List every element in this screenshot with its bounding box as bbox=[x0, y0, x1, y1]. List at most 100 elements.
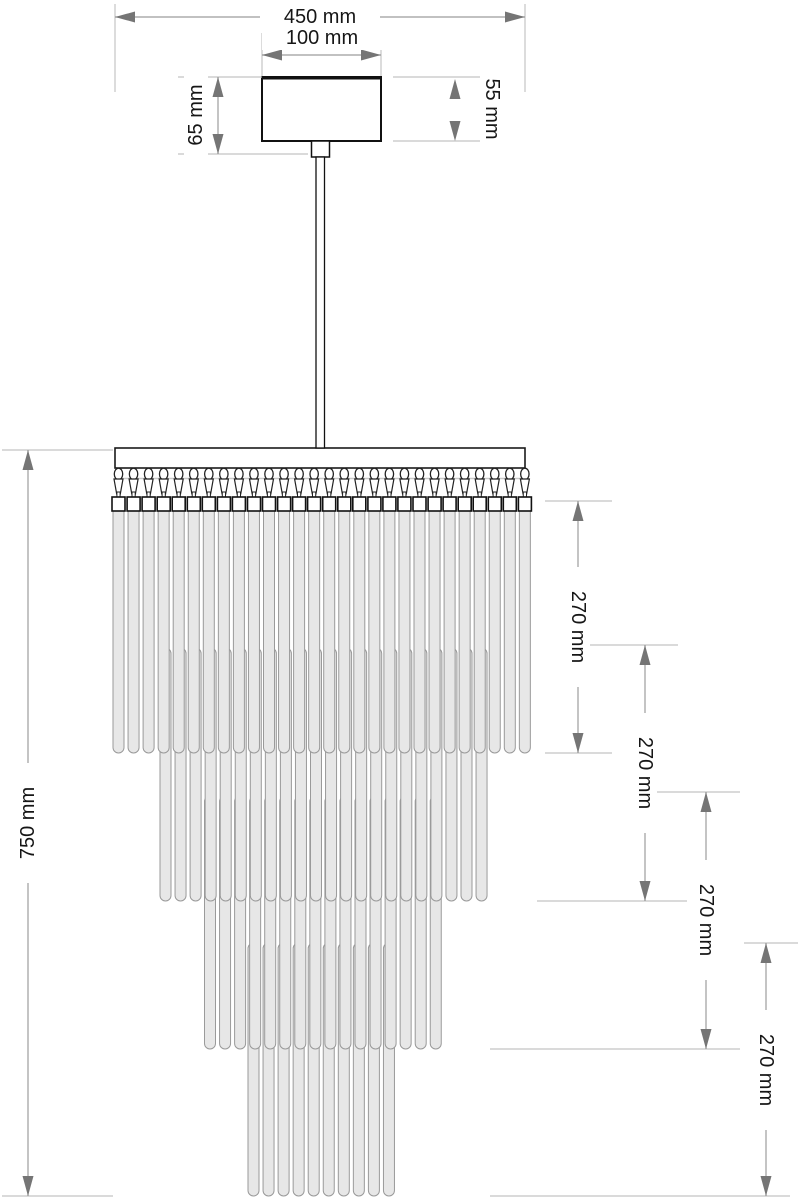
dim-tier-3-label: 270 mm bbox=[694, 860, 718, 980]
hanger-loop-icon bbox=[339, 467, 350, 481]
hanger-loop-icon bbox=[173, 467, 184, 481]
hanger-loop-icon bbox=[429, 467, 440, 481]
arrow-right-icon bbox=[505, 11, 525, 23]
rod-cap bbox=[412, 496, 427, 512]
glass-rod bbox=[473, 503, 486, 754]
hanger-loop-icon bbox=[399, 467, 410, 481]
rod-hanger bbox=[291, 467, 307, 512]
hanger-row bbox=[111, 467, 533, 512]
hanger-loop-icon bbox=[188, 467, 199, 481]
glass-rod bbox=[503, 503, 516, 754]
rod-cap bbox=[261, 496, 277, 512]
rod-hanger bbox=[442, 467, 457, 512]
glass-rod bbox=[232, 503, 245, 754]
arrow-up-icon bbox=[572, 501, 584, 521]
dim-hanging-height-label: 750 mm bbox=[16, 763, 40, 883]
rod-cap bbox=[186, 496, 202, 512]
rod-hanger bbox=[126, 467, 141, 512]
rod-hanger bbox=[216, 467, 232, 512]
rod-hanger bbox=[231, 467, 247, 512]
ceiling-canopy bbox=[261, 76, 382, 142]
rod-cap bbox=[201, 496, 217, 512]
rod-cap bbox=[291, 496, 307, 512]
dim-canopy-height-label: 55 mm bbox=[480, 49, 504, 169]
dim-canopy-with-stem-height-label: 65 mm bbox=[184, 55, 208, 175]
hanger-loop-icon bbox=[128, 467, 139, 481]
glass-rod bbox=[263, 503, 275, 754]
arrow-up-icon bbox=[760, 943, 772, 963]
glass-rod bbox=[157, 503, 170, 754]
arrow-up-icon bbox=[212, 77, 224, 97]
dim-tier-4-label: 270 mm bbox=[754, 1010, 778, 1130]
arrow-down-icon bbox=[639, 881, 651, 901]
rod-cap bbox=[141, 496, 156, 512]
rod-cap bbox=[457, 496, 473, 512]
glass-rod bbox=[323, 503, 336, 754]
rod-cap bbox=[367, 496, 382, 512]
dim-canopy-width-label: 100 mm bbox=[262, 26, 382, 50]
arrow-left-icon bbox=[115, 11, 135, 23]
hanger-loop-icon bbox=[474, 467, 485, 481]
arrow-up-icon bbox=[22, 450, 34, 470]
glass-rod bbox=[217, 503, 230, 754]
glass-rod bbox=[338, 503, 351, 754]
hanger-loop-icon bbox=[519, 467, 530, 481]
rod-cap bbox=[246, 496, 262, 512]
rod-hanger bbox=[351, 467, 367, 512]
glass-rod bbox=[293, 503, 306, 754]
hanger-loop-icon bbox=[504, 467, 515, 481]
hanger-loop-icon bbox=[369, 467, 380, 481]
arrow-down-icon bbox=[700, 1029, 712, 1049]
rod-cap bbox=[171, 496, 186, 512]
rod-hanger bbox=[457, 467, 473, 512]
glass-rod bbox=[428, 503, 441, 754]
hanger-loop-icon bbox=[324, 467, 335, 481]
hanger-loop-icon bbox=[489, 467, 500, 481]
hanger-loop-icon bbox=[414, 467, 425, 481]
glass-rod bbox=[413, 503, 426, 754]
rod-hanger bbox=[427, 467, 442, 512]
rod-cap bbox=[382, 496, 397, 512]
glass-rod bbox=[488, 503, 501, 754]
glass-rod bbox=[278, 503, 291, 754]
glass-rod bbox=[458, 503, 471, 754]
stem-connector bbox=[310, 140, 331, 158]
hanger-loop-icon bbox=[203, 467, 214, 481]
rod-hanger bbox=[321, 467, 337, 512]
arrow-down-icon bbox=[22, 1176, 34, 1196]
glass-rod bbox=[383, 503, 396, 754]
rod-hanger bbox=[306, 467, 322, 512]
glass-rod bbox=[398, 503, 411, 754]
arrow-up-icon bbox=[700, 792, 712, 812]
rod-hanger bbox=[472, 467, 488, 512]
rod-cap bbox=[502, 496, 518, 512]
rod-hanger bbox=[276, 467, 292, 512]
rod-cap bbox=[517, 496, 533, 512]
glass-rod bbox=[127, 503, 140, 754]
rod-cap bbox=[111, 496, 126, 512]
rod-hanger bbox=[367, 467, 382, 512]
rod-cap bbox=[472, 496, 488, 512]
rod-hanger bbox=[397, 467, 412, 512]
hanger-loop-icon bbox=[264, 467, 274, 481]
rod-cap bbox=[126, 496, 141, 512]
rod-cap bbox=[427, 496, 442, 512]
hanger-loop-icon bbox=[294, 467, 304, 481]
dim-canopy-width bbox=[261, 33, 382, 76]
dim-tier-4 bbox=[490, 942, 798, 1197]
rod-hanger bbox=[201, 467, 217, 512]
rod-cap bbox=[442, 496, 457, 512]
hanger-loop-icon bbox=[309, 467, 319, 481]
rod-hanger bbox=[502, 467, 518, 512]
arrow-down-icon bbox=[212, 134, 224, 154]
dim-canopy-height bbox=[393, 76, 483, 142]
dim-tier-1-label: 270 mm bbox=[566, 567, 590, 687]
hanger-loop-icon bbox=[444, 467, 455, 481]
glass-rod bbox=[368, 503, 381, 754]
hanger-loop-icon bbox=[143, 467, 154, 481]
rod-cap bbox=[216, 496, 232, 512]
glass-rod bbox=[172, 503, 185, 754]
rod-hanger bbox=[336, 467, 352, 512]
